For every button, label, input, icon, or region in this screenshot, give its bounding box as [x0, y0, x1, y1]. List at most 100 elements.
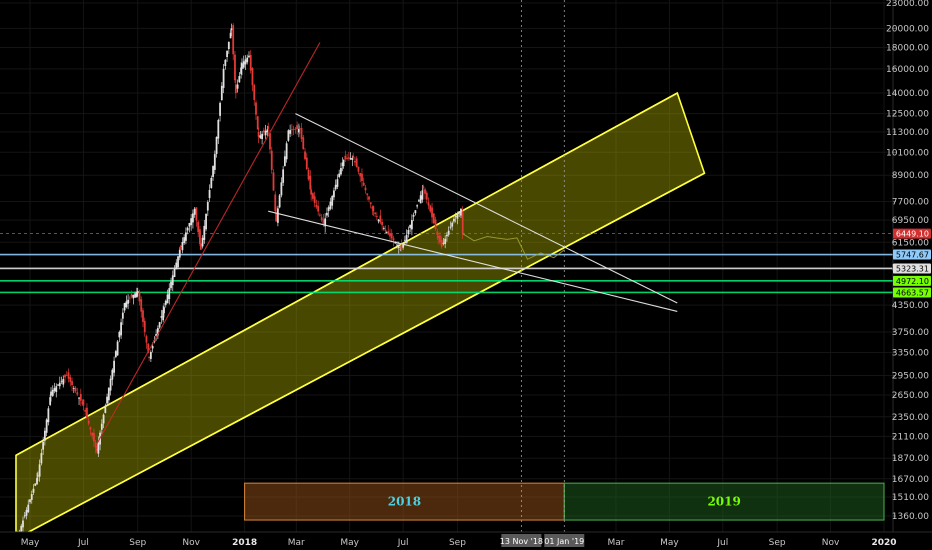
- candle-body: [451, 222, 454, 227]
- candle-body: [55, 386, 58, 393]
- candle-body: [333, 190, 335, 198]
- candle-body: [162, 310, 165, 321]
- candle-body: [179, 246, 182, 247]
- candle-body: [292, 128, 295, 130]
- candle-body: [121, 312, 124, 319]
- candle-body: [178, 249, 181, 258]
- candle-body: [446, 234, 448, 237]
- candle-body: [234, 84, 237, 94]
- candle-body: [234, 54, 236, 81]
- candle-body: [437, 235, 440, 238]
- candle-body: [460, 208, 462, 216]
- candle-body: [331, 196, 334, 206]
- candle-body: [419, 195, 422, 204]
- candle-body: [208, 189, 211, 199]
- channel-upper-line[interactable]: [15, 92, 678, 457]
- candle-body: [65, 374, 68, 376]
- candle-body: [278, 195, 281, 208]
- candle-body: [130, 294, 133, 297]
- price-tick-label: 1360.00: [892, 512, 929, 522]
- candle-body: [185, 232, 187, 241]
- candle-body: [444, 238, 447, 244]
- candle-body: [283, 156, 286, 166]
- price-axis[interactable]: 23000.00 20000.00 18000.00 16000.00 14000.00…: [886, 0, 932, 550]
- price-tick-label: 2350.00: [892, 413, 929, 423]
- trendline[interactable]: [268, 210, 678, 312]
- candle-body: [47, 408, 50, 423]
- candle-body: [177, 256, 179, 268]
- candle-body: [313, 196, 316, 203]
- candle-body: [23, 515, 26, 517]
- candle-body: [79, 393, 82, 401]
- candle-body: [76, 392, 79, 395]
- channel-lower-line[interactable]: [15, 172, 705, 540]
- candle-body: [368, 196, 370, 200]
- candle-body: [434, 219, 437, 230]
- candle-body: [251, 68, 254, 86]
- candle-body: [400, 244, 403, 250]
- candle-body: [241, 63, 243, 69]
- date-marker-label: 13 Nov '18: [500, 537, 543, 546]
- candle-body: [236, 84, 239, 89]
- candle-body: [410, 220, 413, 230]
- candle-body: [106, 396, 108, 404]
- candle-body: [384, 229, 387, 231]
- candle-body: [188, 222, 191, 227]
- time-axis[interactable]: May Jul Sep Nov 2018 Mar May Jul Sep Mar May Jul Sep…: [0, 531, 932, 550]
- candle-body: [49, 397, 52, 405]
- candle-body: [422, 186, 425, 188]
- candle-body: [374, 212, 377, 214]
- trendline[interactable]: [295, 113, 678, 304]
- candle-body: [355, 158, 358, 168]
- candle-body: [375, 216, 378, 217]
- time-tick-label: Nov: [182, 538, 200, 548]
- candle-body: [222, 68, 225, 88]
- candle-body: [259, 135, 262, 139]
- candle-body: [403, 239, 406, 241]
- candle-body: [97, 441, 100, 454]
- candle-body: [275, 212, 278, 222]
- price-badge: [893, 287, 931, 298]
- candle-body: [32, 488, 35, 493]
- candle-body: [53, 388, 56, 392]
- price-tick-label: 12500.00: [886, 110, 929, 120]
- candle-body: [175, 262, 178, 270]
- candle-body: [60, 380, 63, 382]
- candle-body: [392, 238, 395, 241]
- candle-body: [269, 133, 271, 150]
- trendlines[interactable]: [95, 42, 678, 447]
- candle-body: [385, 232, 388, 234]
- candle-body: [86, 407, 88, 418]
- candle-body: [340, 168, 342, 175]
- candle-body: [396, 244, 398, 246]
- candle-body: [246, 57, 249, 63]
- candle-body: [364, 187, 367, 191]
- rising-channel[interactable]: [15, 91, 706, 541]
- price-badge-label: 4663.57: [896, 288, 929, 297]
- price-tick-label: 10100.00: [886, 148, 929, 158]
- candle-body: [285, 143, 288, 160]
- candle-body: [338, 173, 341, 178]
- time-tick-label: Mar: [288, 538, 305, 548]
- candle-body: [25, 509, 28, 516]
- year-box-label-2018: 2018: [388, 495, 421, 509]
- price-badge: [893, 228, 931, 239]
- candle-body: [256, 116, 259, 130]
- candle-body: [30, 494, 33, 500]
- candle-body: [93, 432, 95, 442]
- candle-body: [456, 213, 459, 219]
- candle-body: [224, 59, 227, 67]
- candle-body: [289, 130, 292, 134]
- candle-body: [255, 102, 257, 115]
- trendline[interactable]: [95, 42, 321, 447]
- time-tick-label: Sep: [129, 538, 146, 548]
- candle-body: [272, 172, 275, 191]
- price-tick-label: 2950.00: [892, 372, 929, 382]
- date-marker-badge: [544, 534, 585, 547]
- candle-body: [229, 32, 232, 39]
- candle-body: [453, 218, 455, 222]
- price-tick-label: 7700.00: [892, 198, 929, 208]
- candle-body: [320, 217, 323, 220]
- candle-body: [89, 427, 92, 430]
